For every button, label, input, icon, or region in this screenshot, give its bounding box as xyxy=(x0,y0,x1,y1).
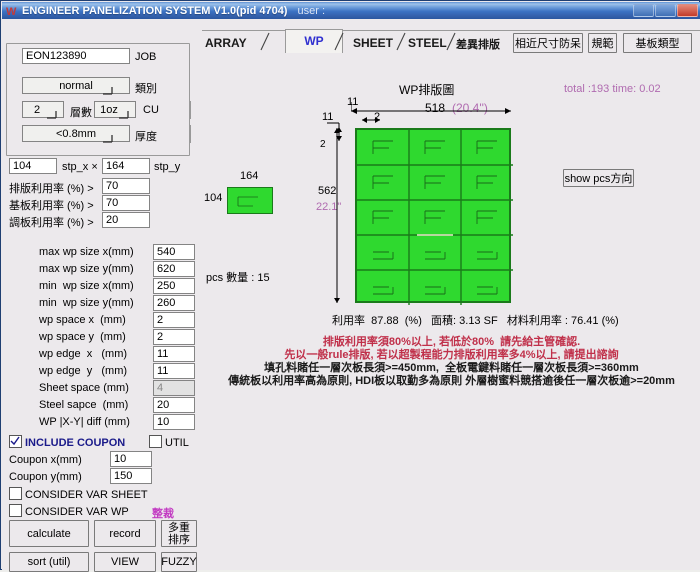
svg-text:W: W xyxy=(6,6,17,17)
